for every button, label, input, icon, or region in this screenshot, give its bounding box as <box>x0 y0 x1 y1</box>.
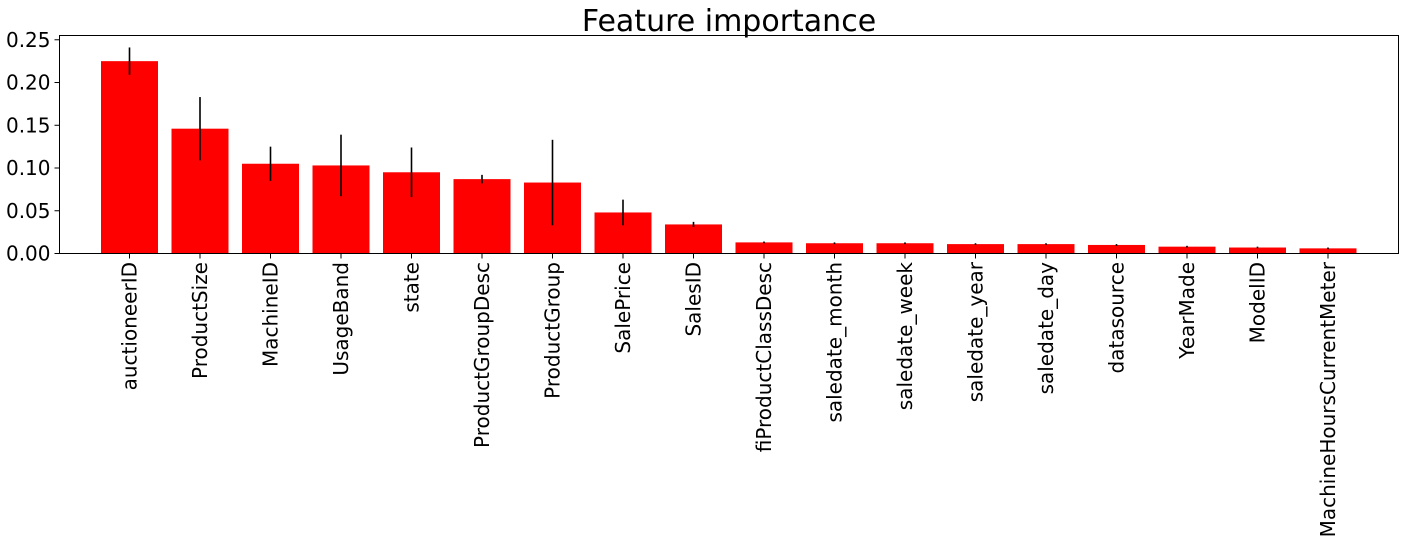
bar-saledate_year <box>947 244 1004 254</box>
x-axis: auctioneerID ProductSize MachineID UsageBan… <box>118 253 1340 537</box>
bar-ProductGroupDesc <box>453 179 511 254</box>
y-tick-label: 0.25 <box>6 28 51 52</box>
bars-group <box>101 61 1357 254</box>
bar-ModelID <box>1229 247 1286 254</box>
x-tick-label: MachineID <box>259 262 283 367</box>
y-tick-label: 0.20 <box>6 71 51 95</box>
x-tick-label: auctioneerID <box>118 262 142 390</box>
x-tick-label: state <box>400 262 424 313</box>
bar-fiProductClassDesc <box>735 242 793 254</box>
x-tick-label: ProductSize <box>188 262 212 379</box>
x-tick-label: ProductGroup <box>541 262 565 399</box>
y-axis: 0.00 0.05 0.10 0.15 0.20 0.25 <box>6 28 60 266</box>
y-tick-label: 0.15 <box>6 113 51 137</box>
x-tick-label: SalesID <box>682 262 706 337</box>
x-tick-label: SalePrice <box>611 262 635 354</box>
plot-frame <box>59 35 1399 254</box>
error-bars-group <box>128 47 1329 250</box>
x-tick-label: saledate_month <box>823 262 847 423</box>
bar-datasource <box>1088 244 1145 254</box>
x-tick-label: saledate_day <box>1034 262 1058 395</box>
bar-auctioneerID <box>101 61 158 254</box>
x-tick-label: saledate_year <box>964 261 988 402</box>
x-tick-label: ModelID <box>1246 262 1270 343</box>
bar-YearMade <box>1158 246 1216 254</box>
bar-MachineHoursCurrentMeter <box>1299 248 1357 254</box>
chart-title: Feature importance <box>582 4 876 39</box>
bar-saledate_week <box>876 243 934 254</box>
bar-SalesID <box>665 224 722 254</box>
y-tick-label: 0.10 <box>6 156 51 180</box>
x-tick-label: saledate_week <box>893 262 917 411</box>
y-tick-label: 0.00 <box>6 242 51 266</box>
bar-saledate_day <box>1017 244 1075 254</box>
y-tick-label: 0.05 <box>6 199 51 223</box>
x-tick-label: fiProductClassDesc <box>752 262 776 452</box>
x-tick-label: datasource <box>1105 262 1129 373</box>
bar-saledate_month <box>806 243 863 254</box>
x-tick-label: ProductGroupDesc <box>470 262 494 448</box>
x-tick-label: YearMade <box>1175 262 1199 360</box>
x-tick-label: UsageBand <box>329 262 353 376</box>
x-tick-label: MachineHoursCurrentMeter <box>1316 261 1340 537</box>
